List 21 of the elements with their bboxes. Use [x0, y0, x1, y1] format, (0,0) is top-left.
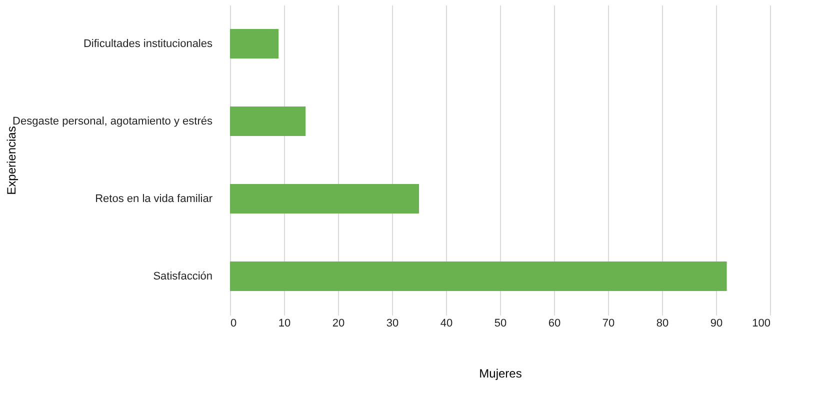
x-tick-label: 50: [494, 318, 507, 330]
bar: [230, 106, 306, 136]
bar: [230, 29, 279, 58]
x-axis-title: Mujeres: [479, 366, 522, 380]
x-tick-label: 0: [230, 318, 237, 330]
y-tick-label: Desgaste personal, agotamiento y estrés: [12, 115, 213, 128]
x-tick-label: 10: [278, 318, 291, 330]
x-tick-label: 40: [440, 318, 453, 330]
x-tick-label: 60: [548, 318, 561, 330]
y-tick-label: Retos en la vida familiar: [95, 192, 213, 205]
x-tick-label: 20: [332, 318, 345, 330]
bar: [230, 262, 727, 291]
bar: [230, 184, 419, 214]
y-tick-label: Satisfacción: [153, 270, 212, 282]
x-tick-label: 90: [710, 318, 723, 330]
x-tick-label: 100: [752, 318, 770, 330]
x-tick-label: 70: [602, 318, 615, 330]
y-axis-title: Experiencias: [4, 126, 18, 195]
x-tick-label: 30: [386, 318, 399, 330]
x-tick-label: 80: [656, 318, 669, 330]
y-tick-label: Dificultades institucionales: [83, 38, 213, 50]
